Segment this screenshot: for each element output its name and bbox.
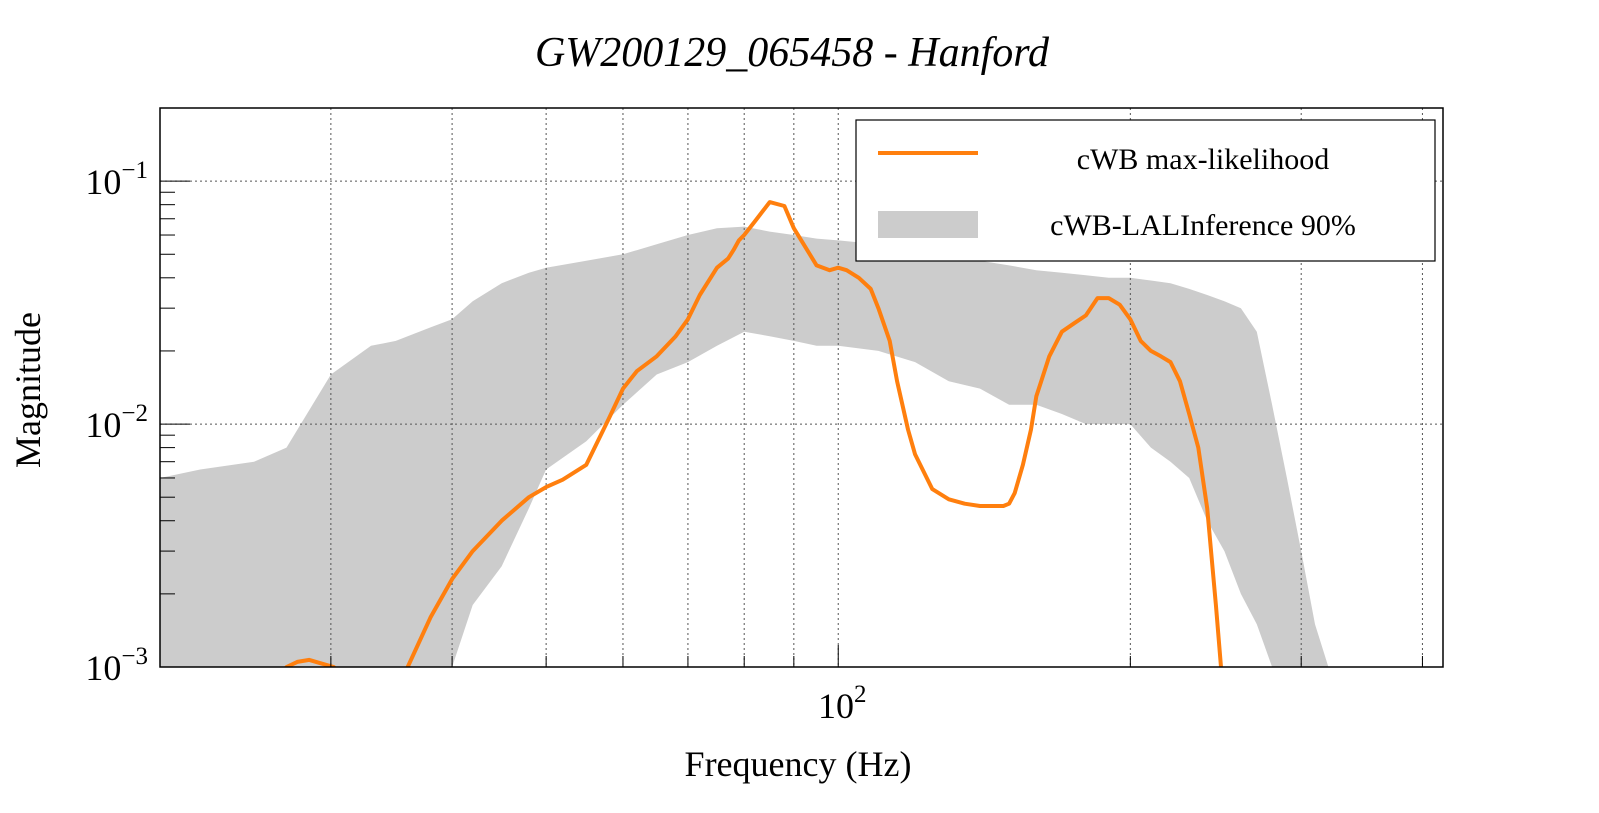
legend-label-max-likelihood: cWB max-likelihood <box>1077 143 1329 176</box>
confidence-band-layer <box>160 226 1354 667</box>
confidence-band-area <box>160 226 1354 667</box>
legend: cWB max-likelihood cWB-LALInference 90% <box>855 119 1436 262</box>
x-tick-label-exponent: 2 <box>854 681 867 708</box>
y-tick-label: 10−2 <box>85 400 148 445</box>
chart-title: GW200129_065458 - Hanford <box>535 30 1050 76</box>
legend-swatch-band <box>878 211 978 238</box>
max-likelihood-line-layer <box>284 200 1223 667</box>
y-tick-label: 10−1 <box>85 157 148 202</box>
y-tick-label-exponent: −3 <box>121 643 148 670</box>
grid-layer <box>160 108 1443 667</box>
y-tick-label-exponent: −1 <box>121 157 148 184</box>
legend-label-band: cWB-LALInference 90% <box>1050 209 1356 242</box>
y-tick-label: 10−3 <box>85 643 148 688</box>
y-tick-label-exponent: −2 <box>121 400 148 427</box>
y-tick-label-base: 10 <box>85 162 121 202</box>
x-tick-label: 102 <box>818 681 867 726</box>
max-likelihood-line <box>405 200 1223 667</box>
y-tick-label-base: 10 <box>85 648 121 688</box>
y-tick-marks <box>160 107 190 668</box>
plot-frame <box>159 107 1444 668</box>
y-axis-label: Magnitude <box>8 312 48 468</box>
x-tick-label-base: 10 <box>818 686 854 726</box>
x-tick-marks <box>159 645 1423 667</box>
y-tick-label-base: 10 <box>85 405 121 445</box>
x-tick-labels: 102 <box>818 681 867 726</box>
y-tick-labels: 10−110−210−3 <box>85 157 148 688</box>
max-likelihood-line <box>284 657 336 667</box>
x-axis-label: Frequency (Hz) <box>685 744 912 784</box>
